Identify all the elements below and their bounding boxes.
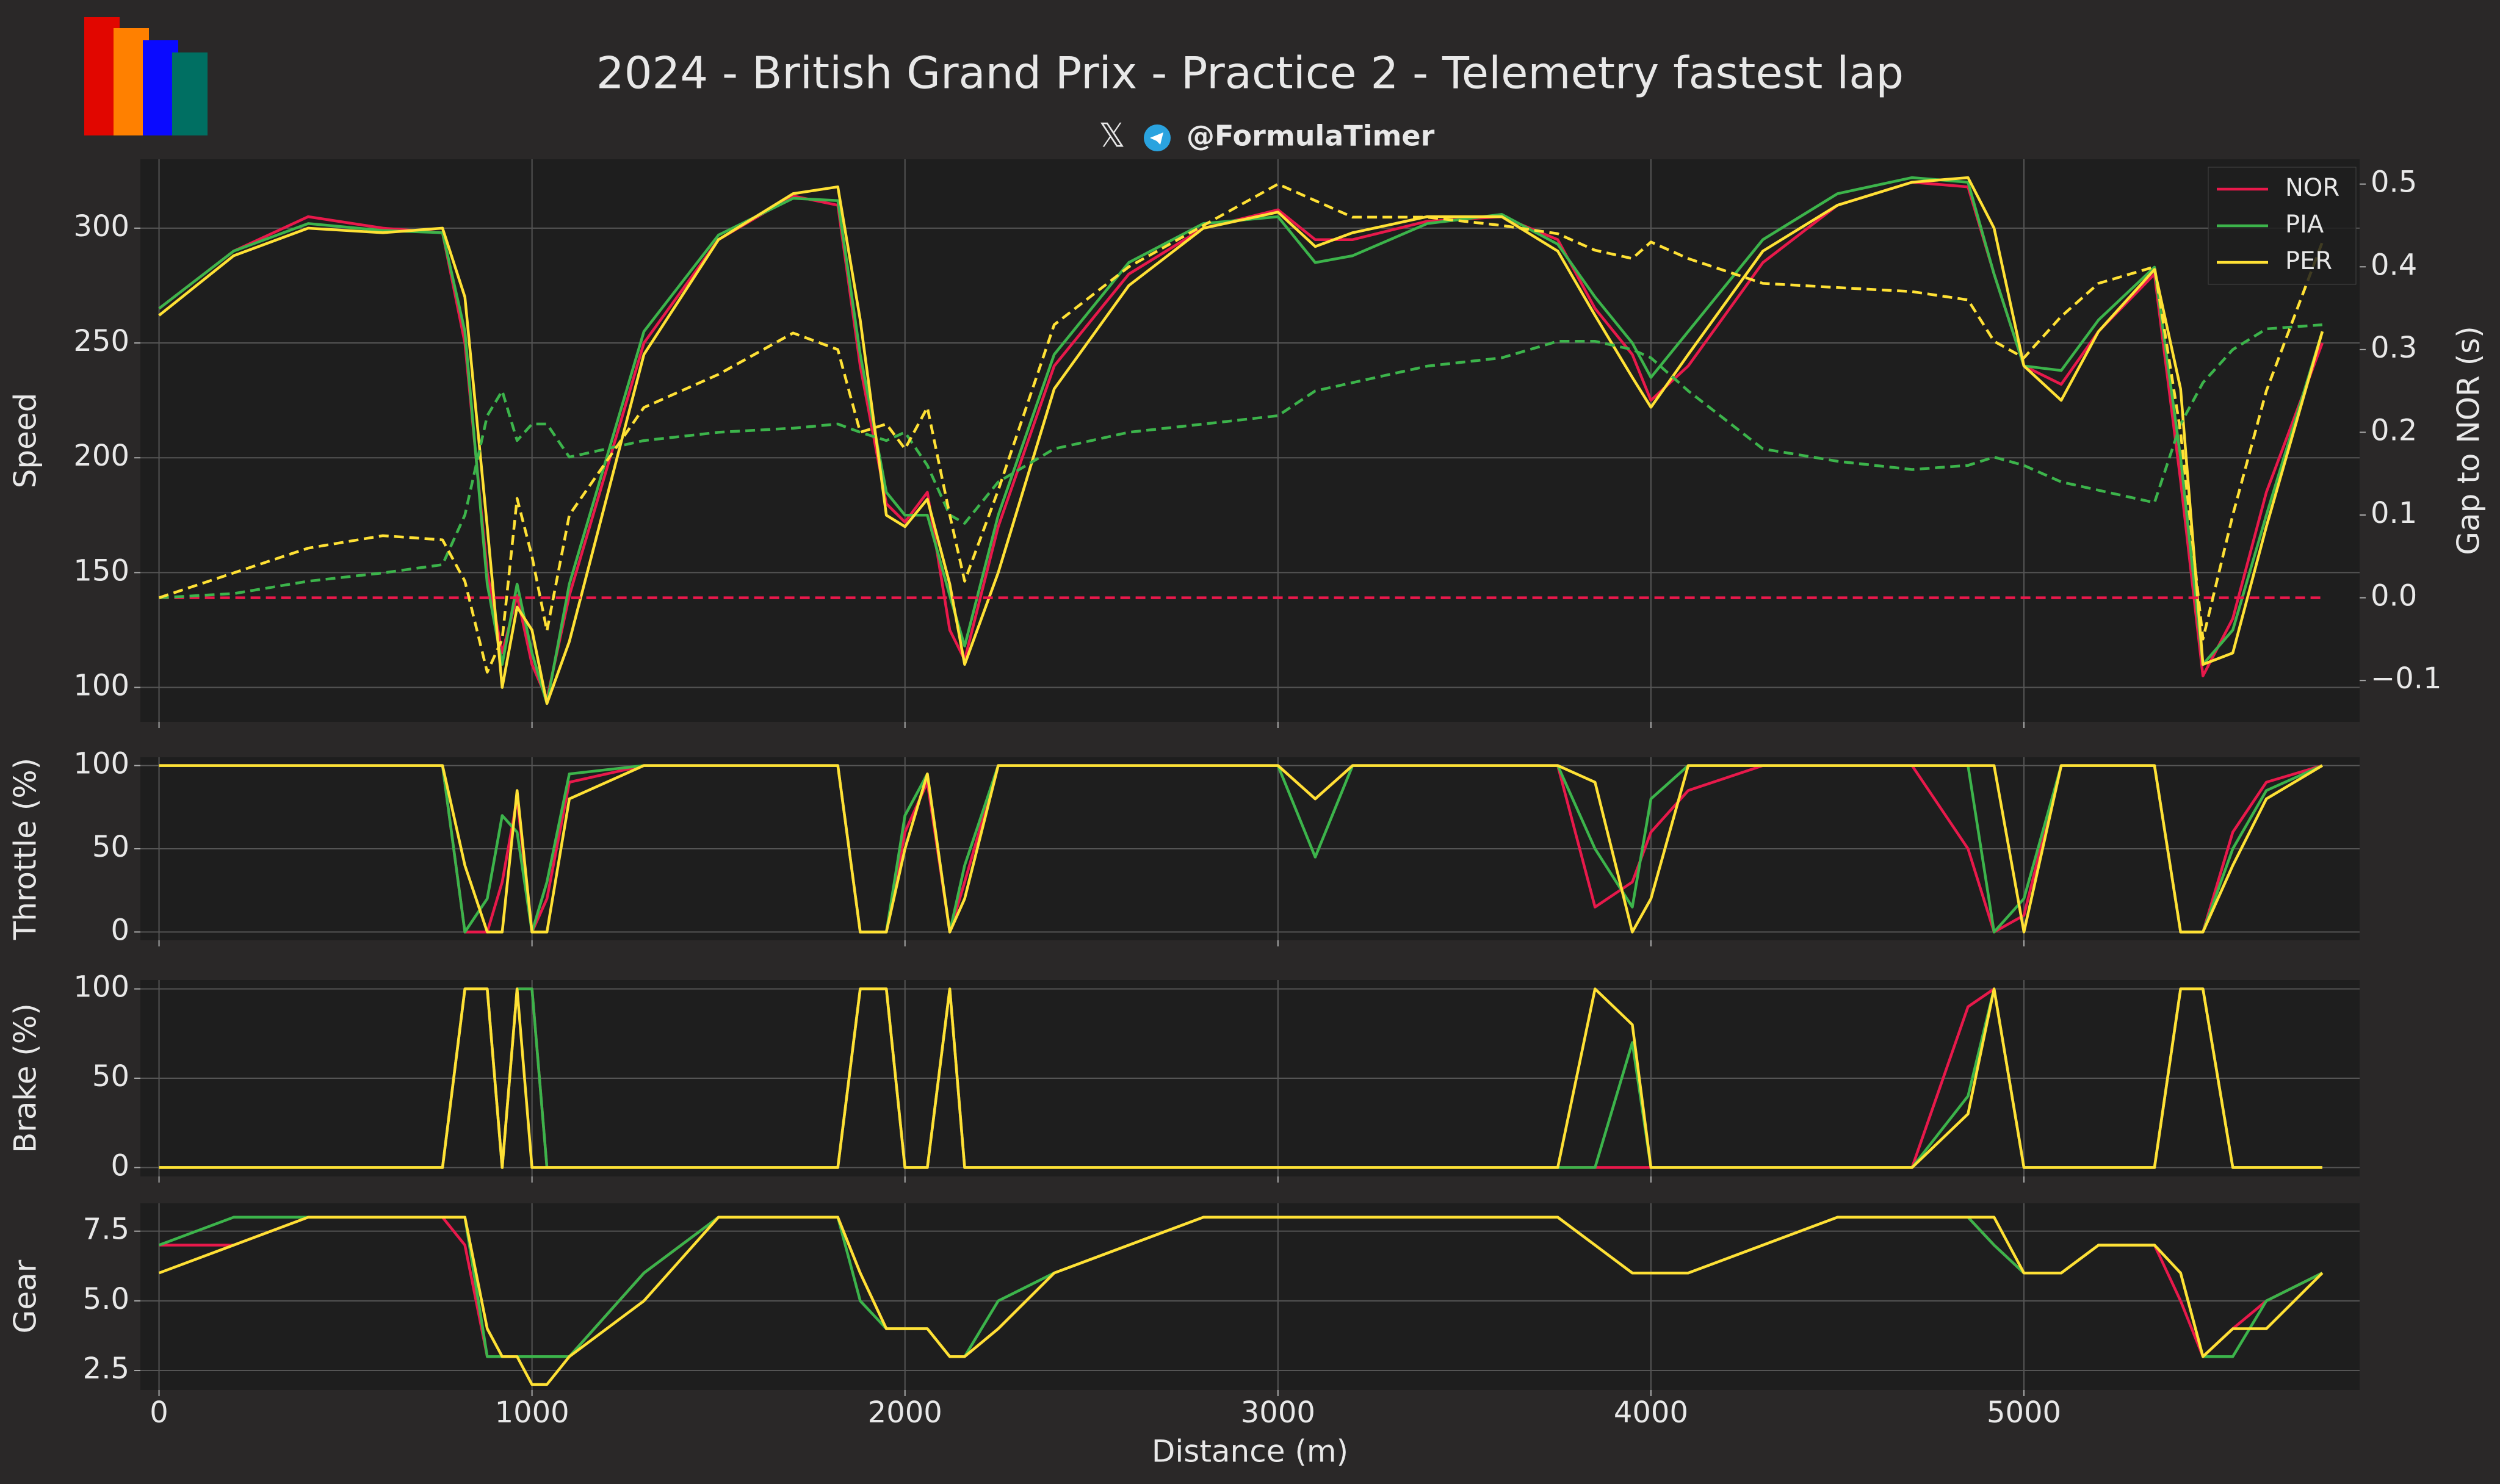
y2-axis-label: Gap to NOR (s): [2451, 326, 2487, 555]
y2-tick-label: 0.2: [2371, 413, 2417, 447]
trace-line: [159, 764, 2324, 934]
y-axis-label: Throttle (%): [8, 758, 43, 941]
trace-line: [159, 987, 2322, 1169]
y-tick-label: 250: [73, 324, 129, 358]
x-axis-label: Distance (m): [1152, 1434, 1348, 1469]
x-tick-label: 2000: [868, 1396, 942, 1430]
logo: [84, 17, 208, 135]
y2-tick-label: 0.5: [2371, 165, 2417, 200]
y-tick-label: 100: [73, 669, 129, 703]
y-tick-label: 100: [73, 970, 129, 1004]
x-tick-label: 1000: [495, 1396, 569, 1430]
y2-tick-label: 0.0: [2371, 579, 2417, 613]
y2-tick-label: −0.1: [2371, 661, 2442, 696]
trace-line: [158, 176, 2324, 705]
trace-line: [158, 176, 2324, 705]
x-tick-label: 0: [150, 1396, 168, 1430]
x-tick-label: 3000: [1241, 1396, 1315, 1430]
y-tick-label: 5.0: [83, 1282, 129, 1316]
y-tick-label: 150: [73, 553, 129, 588]
y-axis-label: Brake (%): [8, 1003, 43, 1153]
handle: @FormulaTimer: [1187, 120, 1435, 153]
x-tick-label: 5000: [1987, 1396, 2061, 1430]
y2-tick-label: 0.3: [2371, 331, 2417, 365]
chart-title: 2024 - British Grand Prix - Practice 2 -…: [596, 48, 1904, 99]
trace-line: [158, 1216, 2324, 1386]
y-axis-label: Speed: [8, 393, 43, 489]
legend-label: NOR: [2285, 174, 2339, 202]
gap-line: [159, 323, 2323, 599]
legend-label: PIA: [2285, 211, 2324, 239]
y-tick-label: 100: [73, 747, 129, 781]
y-tick-label: 0: [110, 1148, 129, 1183]
y2-tick-label: 0.4: [2371, 248, 2417, 282]
y-axis-label: Gear: [8, 1259, 43, 1333]
y2-tick-label: 0.1: [2371, 496, 2417, 530]
y-tick-label: 50: [92, 1059, 129, 1093]
legend-label: PER: [2285, 247, 2332, 275]
y-tick-label: 50: [92, 830, 129, 864]
y-tick-label: 2.5: [83, 1352, 129, 1386]
x-tick-label: 4000: [1614, 1396, 1688, 1430]
plot-area: [140, 1203, 2360, 1390]
gap-line: [158, 182, 2324, 674]
svg-text:𝕏: 𝕏: [1099, 117, 1125, 155]
y-tick-label: 200: [73, 439, 129, 473]
y-tick-label: 7.5: [83, 1212, 129, 1247]
social-icons: 𝕏: [1099, 117, 1171, 155]
y-tick-label: 300: [73, 209, 129, 243]
y-tick-label: 0: [110, 913, 129, 947]
